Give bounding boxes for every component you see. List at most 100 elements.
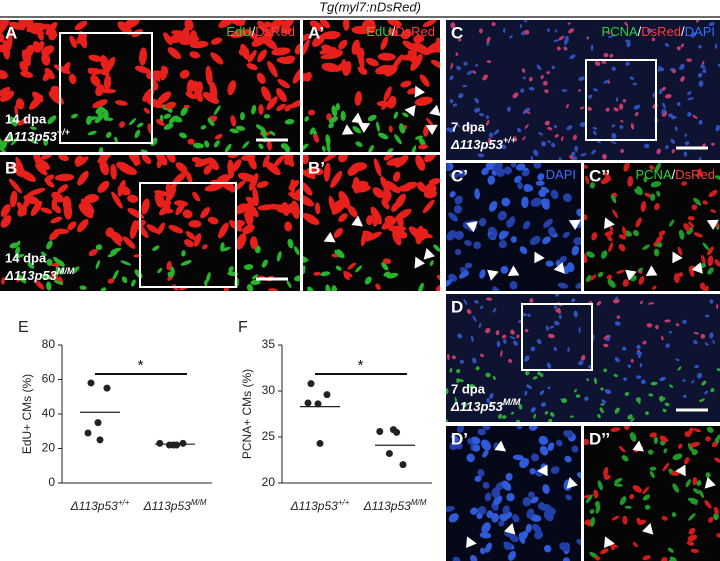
x-tick-label: Δ113p53M/M [363,498,427,513]
nucleus [569,415,574,418]
panel-letter: A [5,23,17,42]
nucleus [57,184,69,194]
nucleus [707,246,714,256]
nucleus [664,319,671,323]
data-point [96,436,104,444]
arrowhead [504,522,516,535]
nucleus [328,195,337,214]
nucleus [650,181,662,188]
nucleus [241,155,256,161]
nucleus [714,259,720,267]
nucleus [457,169,467,178]
nucleus [688,527,696,535]
nucleus [547,140,551,144]
nucleus [548,325,555,329]
nucleus [706,426,714,433]
nucleus [588,94,593,99]
nucleus [280,143,289,149]
nucleus [15,157,25,174]
nucleus [387,95,397,109]
nucleus [388,125,393,133]
nucleus [658,230,666,236]
nucleus [102,109,109,121]
nucleus [615,97,619,102]
nucleus [594,501,600,507]
nucleus [652,285,657,290]
nucleus [478,112,485,117]
nucleus [636,186,643,196]
nucleus [612,298,620,304]
nucleus [37,30,44,41]
nucleus [609,226,613,232]
nucleus [498,520,505,527]
nucleus [347,262,357,270]
nucleus [114,100,128,106]
nucleus [524,355,530,362]
nucleus [352,126,362,134]
nucleus [553,39,559,42]
nucleus [387,148,394,152]
nucleus [294,275,300,282]
nucleus [218,20,236,28]
arrowhead [704,476,716,489]
y-tick-label: 40 [42,406,56,420]
channel-name: PCNA [602,24,638,39]
nucleus [700,333,706,339]
inset-box [585,59,657,141]
nucleus [129,220,138,239]
nucleus [575,282,581,289]
panel-letter: D’’ [589,429,610,448]
nucleus [220,246,231,252]
nucleus [474,97,479,104]
nucleus [393,111,399,119]
micrograph-image [446,426,581,561]
nucleus [449,172,459,179]
nucleus [193,233,202,247]
nucleus [653,436,658,445]
nucleus [386,157,405,166]
nucleus [392,54,404,69]
nucleus [203,164,213,175]
nucleus [668,557,676,561]
nucleus [488,200,498,212]
nucleus [303,155,309,165]
nucleus [41,45,55,56]
nucleus [448,212,458,222]
nucleus [0,140,8,151]
nucleus [480,353,484,358]
nucleus [526,384,532,389]
nucleus [189,40,209,49]
nucleus [154,190,170,197]
category-sup: M/M [411,498,427,507]
nucleus [530,346,536,352]
nucleus [292,68,300,84]
nucleus [189,51,201,59]
arrowhead [632,440,645,452]
nucleus [537,173,545,181]
timepoint: 14 dpa [5,111,47,126]
nucleus [613,107,619,112]
nucleus [611,124,616,128]
nucleus [303,182,313,196]
nucleus [326,142,331,152]
channel-name: DAPI [685,24,715,39]
nucleus [288,192,300,202]
arrowhead [507,265,520,276]
category-base: Δ113p53 [143,499,192,513]
nucleus [471,436,481,445]
timepoint: 7 dpa [451,381,486,396]
arrowhead [351,112,364,124]
nucleus [660,397,666,402]
nucleus [665,343,670,348]
nucleus [487,138,492,144]
nucleus [8,178,22,194]
nucleus [128,155,141,166]
nucleus [557,307,561,314]
nucleus [656,148,662,155]
nucleus [449,191,456,198]
nucleus [499,231,509,240]
nucleus [185,231,196,241]
nucleus [183,104,191,109]
x-tick-label: Δ113p53+/+ [70,498,130,513]
nucleus [57,259,65,267]
